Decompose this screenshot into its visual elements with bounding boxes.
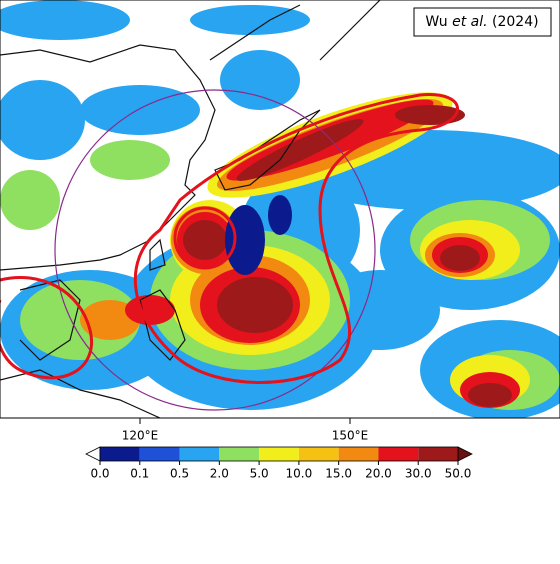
lon-tick-label: 150°E — [332, 429, 369, 443]
rain-area — [440, 245, 480, 271]
colorbar-bin — [378, 447, 419, 461]
attribution: Wu et al. (2024) — [425, 14, 538, 30]
rain-area — [468, 383, 512, 407]
colorbar-label: 15.0 — [325, 467, 352, 481]
rain-area — [0, 170, 60, 230]
rain-area — [0, 0, 130, 40]
colorbar-label: 30.0 — [405, 467, 432, 481]
colorbar-label: 50.0 — [445, 467, 472, 481]
author: Wu — [425, 14, 452, 30]
colorbar-bin — [139, 447, 180, 461]
colorbar-label: 10.0 — [286, 467, 313, 481]
rain-area — [225, 205, 265, 275]
colorbar-bin — [179, 447, 220, 461]
rain-area — [90, 140, 170, 180]
colorbar: 0.0 0.1 0.5 2.0 5.0 10.0 15.0 20.0 30.0 50.0 — [85, 446, 473, 481]
precipitation-field — [0, 0, 560, 418]
rain-area — [190, 5, 310, 35]
rain-area — [0, 80, 85, 160]
lon-axis: 120°E 150°E — [122, 418, 369, 443]
rain-area — [80, 85, 200, 135]
rain-area — [236, 119, 364, 181]
colorbar-over — [457, 446, 473, 462]
rain-area — [395, 105, 465, 125]
colorbar-frame — [99, 446, 459, 462]
colorbar-label: 0.1 — [130, 467, 149, 481]
attribution-box — [413, 7, 552, 37]
rain-area — [217, 277, 293, 333]
colorbar-bin — [259, 447, 299, 461]
colorbar-label: 2.0 — [210, 467, 229, 481]
et-al: et al. — [452, 14, 487, 30]
rain-area — [220, 50, 300, 110]
colorbar-under — [85, 446, 101, 462]
colorbar-label: 0.0 — [90, 467, 109, 481]
colorbar-bin — [100, 447, 140, 461]
rain-area — [183, 220, 227, 260]
range-circle — [54, 89, 376, 411]
colorbar-bin — [338, 447, 379, 461]
colorbar-bin — [418, 447, 458, 461]
colorbar-label: 5.0 — [250, 467, 269, 481]
colorbar-label: 0.5 — [170, 467, 189, 481]
year: (2024) — [488, 14, 539, 30]
contours — [0, 93, 459, 384]
rain-area — [268, 195, 292, 235]
lon-tick-label: 120°E — [122, 429, 159, 443]
colorbar-bin — [298, 447, 339, 461]
colorbar-bin — [219, 447, 260, 461]
colorbar-label: 20.0 — [365, 467, 392, 481]
map-frame — [0, 0, 560, 419]
